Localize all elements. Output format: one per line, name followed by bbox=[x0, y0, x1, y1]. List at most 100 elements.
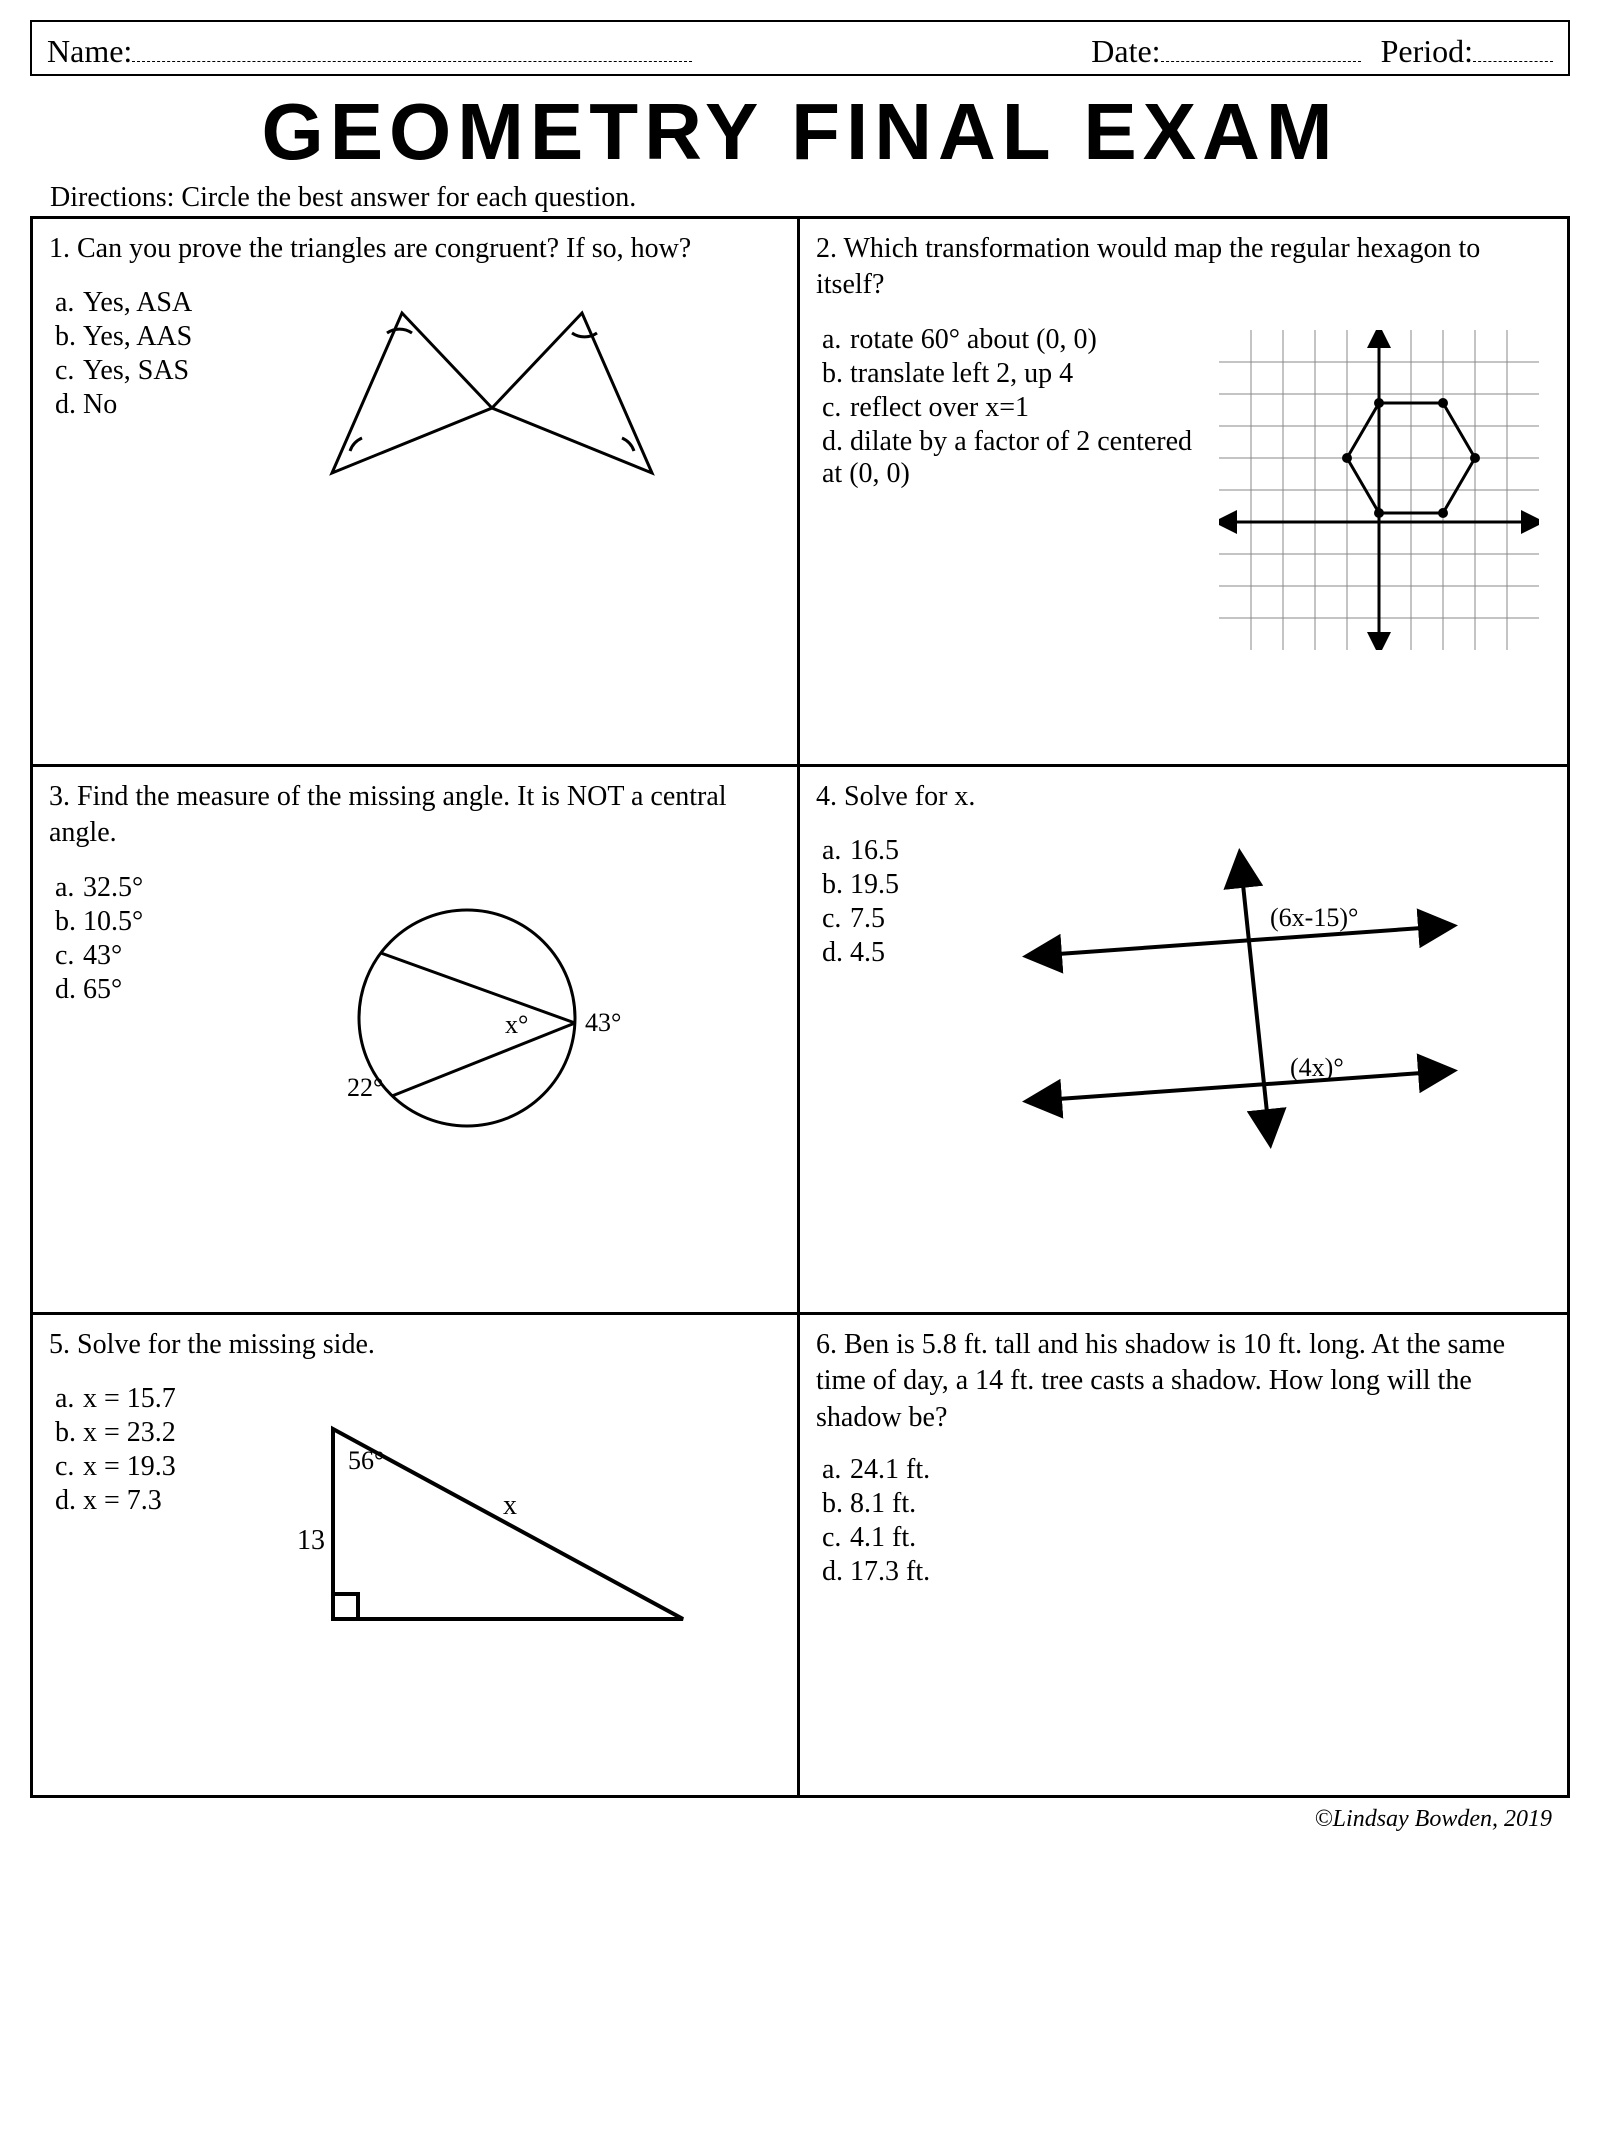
choice-letter: a. bbox=[822, 835, 850, 867]
name-label: Name: bbox=[47, 33, 132, 70]
directions: Directions: Circle the best answer for e… bbox=[50, 182, 1570, 214]
circle-chords-icon: 22° 43° x° bbox=[257, 878, 677, 1158]
name-blank[interactable] bbox=[132, 30, 692, 62]
question-cell-2: 2. Which transformation would map the re… bbox=[800, 219, 1567, 764]
choice-text: x = 7.3 bbox=[83, 1485, 162, 1516]
choice-text: 8.1 ft. bbox=[850, 1488, 916, 1519]
choice-text: x = 15.7 bbox=[83, 1383, 176, 1414]
diagram-label: 56° bbox=[348, 1446, 384, 1475]
choice-text: 32.5° bbox=[83, 872, 143, 903]
choice[interactable]: c.Yes, SAS bbox=[55, 355, 192, 387]
choice[interactable]: b.19.5 bbox=[822, 869, 899, 901]
choice[interactable]: c.4.1 ft. bbox=[822, 1522, 1551, 1554]
question-text: 4. Solve for x. bbox=[816, 779, 1551, 815]
choice-letter: d. bbox=[822, 1556, 850, 1588]
choices-list: a.24.1 ft. b.8.1 ft. c.4.1 ft. d.17.3 ft… bbox=[816, 1454, 1551, 1588]
question-number: 5. bbox=[49, 1329, 70, 1360]
choice-text: translate left 2, up 4 bbox=[850, 358, 1073, 389]
choices-list: a.32.5° b.10.5° c.43° d.65° bbox=[49, 870, 143, 1166]
choice[interactable]: b.x = 23.2 bbox=[55, 1417, 176, 1449]
choice-text: No bbox=[83, 389, 117, 420]
choice-text: 43° bbox=[83, 940, 122, 971]
question-text: 1. Can you prove the triangles are congr… bbox=[49, 231, 781, 267]
choice[interactable]: b.10.5° bbox=[55, 906, 143, 938]
choice-text: 24.1 ft. bbox=[850, 1454, 930, 1485]
choice-letter: b. bbox=[55, 321, 83, 353]
grid-row: 3. Find the measure of the missing angle… bbox=[33, 767, 1567, 1315]
copyright-text: ©Lindsay Bowden, 2019 bbox=[30, 1806, 1552, 1833]
question-text: 5. Solve for the missing side. bbox=[49, 1327, 781, 1363]
choice[interactable]: d.No bbox=[55, 389, 192, 421]
choice[interactable]: a.rotate 60° about (0, 0) bbox=[822, 324, 1196, 356]
choice-letter: d. bbox=[55, 1485, 83, 1517]
choice-letter: c. bbox=[55, 940, 83, 972]
question-body: Which transformation would map the regul… bbox=[816, 233, 1480, 300]
choice-text: 7.5 bbox=[850, 903, 885, 934]
choice[interactable]: a.16.5 bbox=[822, 835, 899, 867]
choice-text: 19.5 bbox=[850, 869, 899, 900]
choice[interactable]: b.Yes, AAS bbox=[55, 321, 192, 353]
choice[interactable]: d.dilate by a factor of 2 centered at (0… bbox=[822, 426, 1196, 490]
choice[interactable]: b.translate left 2, up 4 bbox=[822, 358, 1196, 390]
period-blank[interactable] bbox=[1473, 30, 1553, 62]
choice-letter: b. bbox=[55, 906, 83, 938]
choices-list: a.16.5 b.19.5 c.7.5 d.4.5 bbox=[816, 833, 899, 1169]
choice[interactable]: c.reflect over x=1 bbox=[822, 392, 1196, 424]
question-grid: 1. Can you prove the triangles are congr… bbox=[30, 216, 1570, 1798]
choice[interactable]: c.43° bbox=[55, 940, 143, 972]
question-body: Can you prove the triangles are congruen… bbox=[77, 233, 691, 264]
choice-letter: a. bbox=[55, 872, 83, 904]
choice[interactable]: c.x = 19.3 bbox=[55, 1451, 176, 1483]
choices-list: a.rotate 60° about (0, 0) b.translate le… bbox=[816, 322, 1196, 658]
choice-text: rotate 60° about (0, 0) bbox=[850, 324, 1097, 355]
choice-letter: d. bbox=[55, 974, 83, 1006]
diagram-label: 43° bbox=[585, 1008, 621, 1037]
question-number: 6. bbox=[816, 1329, 837, 1360]
choice-letter: b. bbox=[822, 869, 850, 901]
choice-text: 17.3 ft. bbox=[850, 1556, 930, 1587]
choice[interactable]: a.24.1 ft. bbox=[822, 1454, 1551, 1486]
question-number: 3. bbox=[49, 781, 70, 812]
question-text: 6. Ben is 5.8 ft. tall and his shadow is… bbox=[816, 1327, 1551, 1436]
choice-text: 16.5 bbox=[850, 835, 899, 866]
diagram-label: x bbox=[503, 1490, 517, 1521]
choices-list: a.Yes, ASA b.Yes, AAS c.Yes, SAS d.No bbox=[49, 285, 192, 531]
date-blank[interactable] bbox=[1161, 30, 1361, 62]
choice[interactable]: d.17.3 ft. bbox=[822, 1556, 1551, 1588]
choice[interactable]: b.8.1 ft. bbox=[822, 1488, 1551, 1520]
choice[interactable]: a.32.5° bbox=[55, 872, 143, 904]
header-box: Name: Date: Period: bbox=[30, 20, 1570, 76]
choice-letter: c. bbox=[55, 355, 83, 387]
choice-letter: d. bbox=[55, 389, 83, 421]
choice-text: Yes, AAS bbox=[83, 321, 192, 352]
choice-letter: c. bbox=[822, 1522, 850, 1554]
choice-letter: d. bbox=[822, 937, 850, 969]
choice[interactable]: a.x = 15.7 bbox=[55, 1383, 176, 1415]
worksheet-page: Name: Date: Period: GEOMETRY FINAL EXAM … bbox=[0, 0, 1600, 1863]
question-number: 1. bbox=[49, 233, 70, 264]
choice[interactable]: a.Yes, ASA bbox=[55, 287, 192, 319]
choice-text: 10.5° bbox=[83, 906, 143, 937]
choice[interactable]: c.7.5 bbox=[822, 903, 899, 935]
page-title: GEOMETRY FINAL EXAM bbox=[30, 86, 1570, 178]
choice-text: Yes, ASA bbox=[83, 287, 192, 318]
choice-text: 65° bbox=[83, 974, 122, 1005]
grid-row: 1. Can you prove the triangles are congr… bbox=[33, 219, 1567, 767]
question-number: 4. bbox=[816, 781, 837, 812]
diagram-label: 22° bbox=[347, 1073, 383, 1102]
choice-text: x = 23.2 bbox=[83, 1417, 176, 1448]
choices-list: a.x = 15.7 b.x = 23.2 c.x = 19.3 d.x = 7… bbox=[49, 1381, 176, 1677]
diagram-label: x° bbox=[505, 1010, 528, 1039]
choice[interactable]: d.x = 7.3 bbox=[55, 1485, 176, 1517]
period-label: Period: bbox=[1381, 33, 1473, 70]
question-body: Ben is 5.8 ft. tall and his shadow is 10… bbox=[816, 1329, 1505, 1433]
question-text: 3. Find the measure of the missing angle… bbox=[49, 779, 781, 852]
choice-text: dilate by a factor of 2 centered at (0, … bbox=[822, 426, 1192, 489]
choice-letter: a. bbox=[55, 1383, 83, 1415]
hexagon-grid-icon bbox=[1219, 330, 1539, 650]
choice-letter: b. bbox=[822, 1488, 850, 1520]
right-triangle-icon: 56° 13 x bbox=[253, 1389, 713, 1669]
choice[interactable]: d.65° bbox=[55, 974, 143, 1006]
choice[interactable]: d.4.5 bbox=[822, 937, 899, 969]
question-cell-3: 3. Find the measure of the missing angle… bbox=[33, 767, 800, 1312]
